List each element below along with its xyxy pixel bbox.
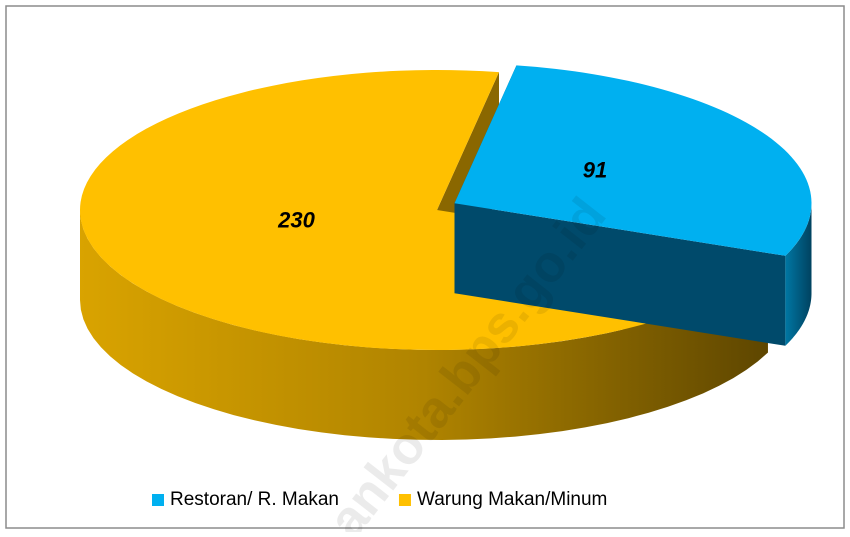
- data-label: 91: [583, 157, 607, 182]
- data-label: 230: [277, 208, 315, 233]
- legend-swatch: [152, 494, 164, 506]
- slice: 91: [454, 65, 812, 346]
- slice-side: [785, 203, 812, 346]
- slice-wall: [454, 203, 786, 346]
- legend-label: Restoran/ R. Makan: [170, 489, 339, 510]
- slice-side: [80, 210, 768, 440]
- slice-top: [454, 65, 812, 256]
- pie: 230 91: [80, 65, 812, 440]
- legend-label: Warung Makan/Minum: [417, 489, 607, 510]
- legend: Restoran/ R. Makan Warung Makan/Minum: [152, 489, 607, 510]
- legend-swatch: [398, 494, 411, 506]
